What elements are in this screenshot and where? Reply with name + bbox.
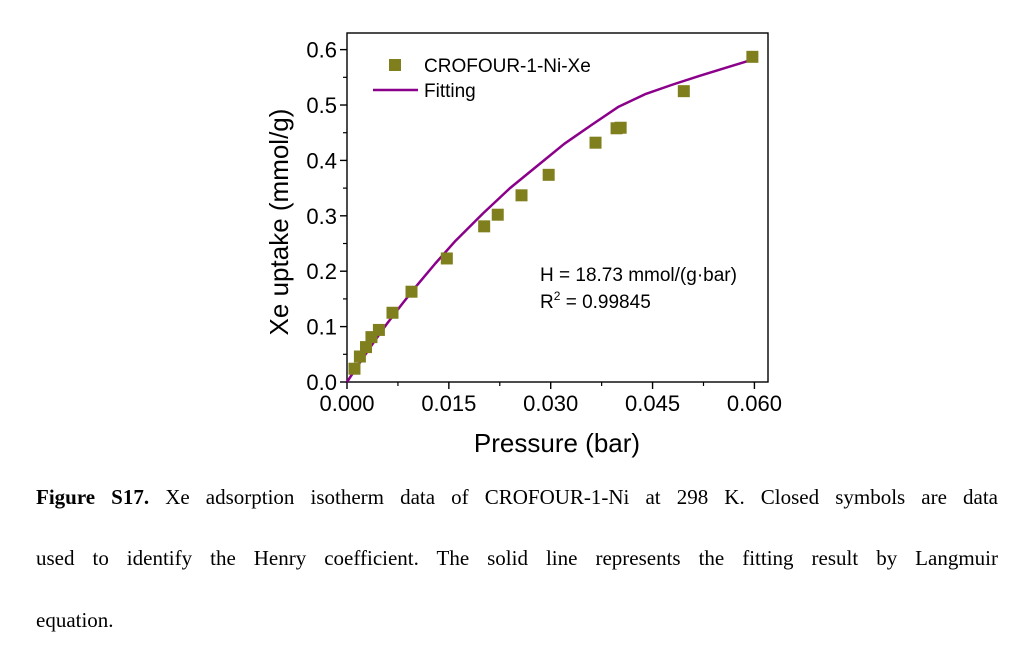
henry-coefficient-annotation: H = 18.73 mmol/(g·bar) (540, 265, 737, 286)
caption-text-2: used to identify the Henry coefficient. … (36, 546, 998, 570)
x-tick-label: 0.030 (523, 391, 578, 416)
y-tick-label: 0.3 (306, 204, 337, 229)
legend-label-fitting: Fitting (424, 81, 476, 102)
figure-caption-line-1: Figure S17. Xe adsorption isotherm data … (36, 482, 998, 512)
isotherm-chart: 0.00.10.20.30.40.50.6 0.000 0.015 0.030 0.0… (264, 32, 782, 458)
legend-label-data: CROFOUR-1-Ni-Xe (424, 56, 591, 77)
x-tick-label: 0.000 (319, 391, 374, 416)
data-point (360, 341, 373, 354)
x-axis-ticks: 0.000 0.015 0.030 0.045 0.060 (319, 382, 782, 416)
y-tick-label: 0.0 (306, 370, 337, 395)
data-point (614, 121, 627, 134)
legend: CROFOUR-1-Ni-Xe Fitting (373, 56, 591, 102)
caption-text-3: equation. (36, 608, 114, 632)
data-point (478, 220, 491, 233)
data-point (386, 306, 399, 319)
x-tick-label: 0.015 (421, 391, 476, 416)
fitting-line-layer (345, 58, 752, 383)
r-squared-annotation: R2 = 0.99845 (540, 289, 651, 313)
figure-label: Figure S17. (36, 485, 150, 509)
caption-text-1: Xe adsorption isotherm data of CROFOUR-1… (149, 485, 998, 509)
data-point (372, 323, 385, 336)
data-point (746, 50, 759, 63)
figure-caption-line-3: equation. (36, 605, 998, 635)
data-point (348, 362, 361, 375)
x-axis-title: Pressure (bar) (474, 428, 640, 458)
y-tick-label: 0.5 (306, 93, 337, 118)
data-point (515, 189, 528, 202)
legend-marker-square (389, 59, 401, 71)
data-point (440, 252, 453, 265)
y-axis-ticks: 0.0 0.1 0.2 0.3 0.4 0.5 0.6 (306, 38, 347, 395)
figure-caption-line-2: used to identify the Henry coefficient. … (36, 543, 998, 573)
r-squared-value: = 0.99845 (560, 292, 650, 313)
y-tick-label: 0.2 (306, 259, 337, 284)
x-tick-label: 0.045 (625, 391, 680, 416)
y-tick-label: 0.1 (306, 315, 337, 340)
plot-frame (346, 32, 769, 383)
data-point (542, 168, 555, 181)
data-point (677, 85, 690, 98)
data-point (491, 208, 504, 221)
x-tick-label: 0.060 (727, 391, 782, 416)
fitting-curve (345, 58, 752, 383)
y-axis-title: Xe uptake (mmol/g) (264, 109, 294, 336)
r-squared-superscript: 2 (554, 289, 561, 303)
data-point (589, 136, 602, 149)
r-squared-label: R (540, 292, 554, 313)
y-tick-label: 0.6 (306, 38, 337, 63)
data-point (353, 350, 366, 363)
data-point (405, 285, 418, 298)
data-points-layer (348, 50, 759, 375)
y-tick-label: 0.4 (306, 148, 337, 173)
